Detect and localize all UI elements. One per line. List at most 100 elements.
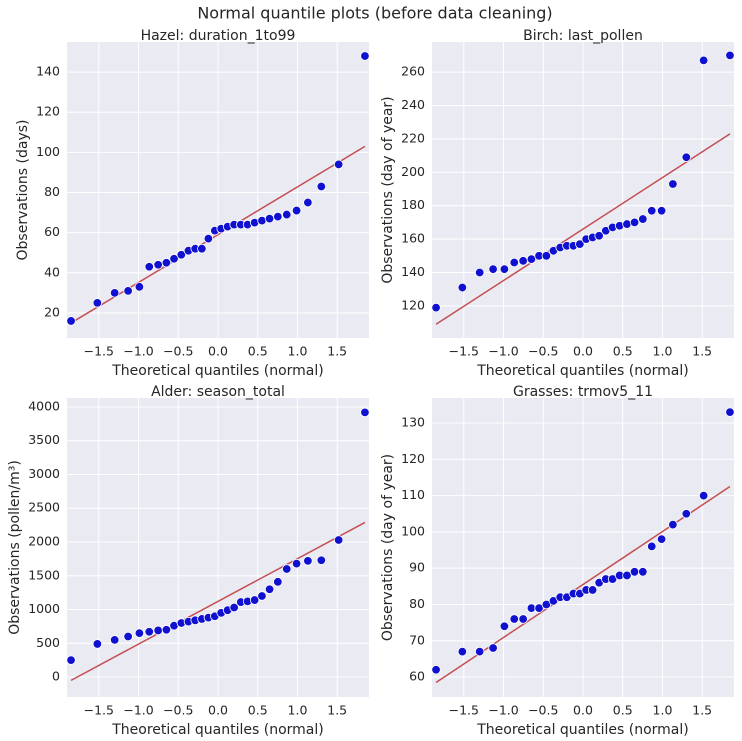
point [668, 179, 678, 189]
point [541, 251, 552, 261]
point [176, 250, 187, 260]
y-axis-label: Observations (pollen/m³) [7, 460, 23, 635]
y-tick-label: 260 [401, 64, 425, 79]
point [66, 316, 76, 326]
x-tick-label: 1.0 [288, 703, 308, 718]
point [638, 567, 648, 577]
point [431, 665, 441, 675]
point [153, 260, 163, 270]
point [474, 646, 485, 657]
y-axis-label: Observations (day of year) [380, 454, 396, 641]
point [587, 585, 598, 595]
y-tick-label: 70 [409, 632, 425, 647]
point [273, 211, 283, 222]
x-tick-label: −1.0 [488, 344, 518, 359]
y-tick-label: 40 [44, 264, 60, 279]
point [197, 243, 207, 254]
point [273, 577, 283, 587]
point [316, 181, 327, 192]
x-tick-label: 0.5 [613, 703, 633, 718]
point [457, 282, 468, 293]
point [594, 231, 604, 241]
figure-title: Normal quantile plots (before data clean… [197, 4, 552, 23]
y-tick-label: 3500 [28, 432, 60, 447]
y-axis-label: Observations (days) [15, 120, 31, 261]
point [725, 407, 735, 417]
point [668, 519, 678, 530]
x-tick-label: 1.5 [327, 703, 347, 718]
point [144, 262, 154, 272]
point [264, 213, 275, 224]
point [257, 215, 267, 226]
y-tick-label: 3000 [28, 466, 60, 481]
point [249, 595, 260, 605]
point [518, 614, 528, 624]
y-tick-label: 200 [401, 164, 425, 179]
point [161, 625, 172, 635]
y-tick-label: 160 [401, 231, 425, 246]
point [457, 646, 468, 657]
y-tick-label: 120 [401, 297, 425, 312]
y-tick-label: 120 [36, 104, 60, 119]
point [509, 614, 519, 624]
x-tick-label: 0.0 [573, 344, 593, 359]
x-tick-label: 0.0 [208, 703, 228, 718]
y-tick-label: 240 [401, 97, 425, 112]
x-tick-label: 1.5 [327, 344, 347, 359]
y-tick-label: 90 [409, 560, 425, 575]
point [360, 407, 370, 418]
point [647, 206, 657, 216]
y-tick-label: 20 [44, 304, 60, 319]
point [629, 567, 640, 577]
x-tick-label: −1.5 [449, 703, 479, 718]
x-axis-label: Theoretical quantiles (normal) [476, 722, 688, 738]
y-tick-label: 80 [44, 184, 60, 199]
panel-title: Grasses: trmov5_11 [513, 384, 653, 400]
point [92, 639, 103, 649]
point [264, 584, 275, 594]
y-tick-label: 220 [401, 130, 425, 145]
y-tick-label: 1000 [28, 601, 60, 616]
point [499, 264, 510, 274]
point [333, 159, 344, 170]
y-tick-label: 180 [401, 197, 425, 212]
point [316, 555, 327, 565]
point [488, 643, 498, 653]
point [509, 257, 519, 268]
point [698, 55, 709, 66]
y-tick-label: 130 [401, 415, 425, 430]
x-tick-label: −1.0 [488, 703, 518, 718]
point [725, 50, 735, 61]
point [123, 631, 133, 642]
y-tick-label: 500 [36, 635, 60, 650]
point [144, 627, 154, 637]
point [161, 258, 172, 268]
point [431, 302, 441, 313]
y-axis-label: Observations (day of year) [380, 96, 396, 283]
point [109, 288, 120, 298]
y-tick-label: 60 [44, 224, 60, 239]
point [622, 570, 632, 581]
panel-title: Alder: season_total [151, 384, 285, 400]
point [575, 239, 585, 249]
y-tick-label: 110 [401, 487, 425, 502]
point [282, 564, 292, 574]
y-tick-label: 120 [401, 451, 425, 466]
x-axis-label: Theoretical quantiles (normal) [111, 363, 323, 379]
x-tick-label: 1.0 [288, 344, 308, 359]
y-tick-label: 0 [52, 669, 60, 684]
x-tick-label: 0.0 [573, 703, 593, 718]
y-tick-label: 4000 [28, 398, 60, 413]
point [534, 603, 544, 613]
point [123, 286, 133, 296]
x-tick-label: −1.5 [449, 344, 479, 359]
point [229, 602, 239, 613]
y-tick-label: 140 [401, 264, 425, 279]
x-tick-label: −0.5 [163, 344, 193, 359]
point [109, 635, 120, 645]
y-tick-label: 100 [36, 144, 60, 159]
x-tick-label: 0.5 [613, 344, 633, 359]
point [488, 264, 498, 274]
point [622, 219, 632, 229]
